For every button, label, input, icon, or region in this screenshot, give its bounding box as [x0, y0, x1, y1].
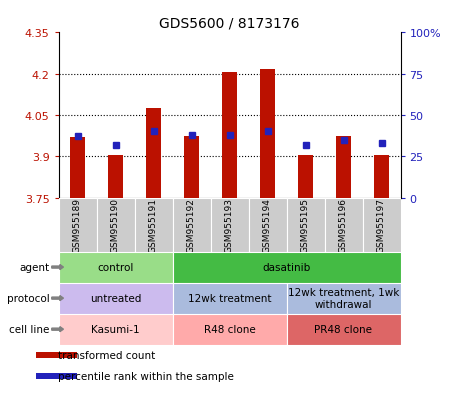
Text: GSM955195: GSM955195: [301, 198, 310, 252]
Bar: [287, 283, 400, 314]
Bar: [222, 73, 237, 198]
Text: control: control: [97, 262, 134, 273]
Bar: [298, 156, 313, 198]
Bar: [36, 373, 76, 379]
Bar: [172, 283, 287, 314]
Bar: [363, 198, 400, 252]
Text: GSM955194: GSM955194: [263, 198, 272, 252]
Bar: [135, 198, 172, 252]
Bar: [58, 283, 172, 314]
Bar: [172, 314, 287, 345]
Text: percentile rank within the sample: percentile rank within the sample: [58, 371, 234, 381]
Bar: [146, 109, 161, 198]
Bar: [184, 136, 199, 198]
Text: PR48 clone: PR48 clone: [315, 324, 373, 335]
Text: GSM955196: GSM955196: [339, 198, 348, 252]
Bar: [324, 198, 363, 252]
Bar: [96, 198, 135, 252]
Text: dasatinib: dasatinib: [262, 262, 310, 273]
Bar: [58, 314, 172, 345]
Text: protocol: protocol: [7, 293, 50, 304]
Bar: [211, 198, 248, 252]
Bar: [374, 156, 389, 198]
Title: GDS5600 / 8173176: GDS5600 / 8173176: [159, 17, 300, 31]
Bar: [172, 252, 400, 283]
Bar: [336, 136, 351, 198]
Text: GSM955191: GSM955191: [149, 198, 158, 252]
Text: GSM955190: GSM955190: [111, 198, 120, 252]
Bar: [70, 138, 85, 198]
Text: R48 clone: R48 clone: [203, 324, 256, 335]
Bar: [172, 198, 211, 252]
Bar: [287, 314, 400, 345]
Text: 12wk treatment, 1wk
withdrawal: 12wk treatment, 1wk withdrawal: [288, 287, 399, 309]
Bar: [58, 252, 172, 283]
Text: 12wk treatment: 12wk treatment: [188, 293, 271, 304]
Bar: [287, 198, 324, 252]
Text: GSM955192: GSM955192: [187, 198, 196, 252]
Text: Kasumi-1: Kasumi-1: [91, 324, 140, 335]
Text: GSM955193: GSM955193: [225, 198, 234, 252]
Bar: [58, 198, 96, 252]
Text: agent: agent: [19, 262, 50, 273]
Bar: [260, 70, 275, 198]
Text: GSM955197: GSM955197: [377, 198, 386, 252]
Text: untreated: untreated: [90, 293, 141, 304]
Bar: [108, 156, 123, 198]
Text: GSM955189: GSM955189: [73, 198, 82, 252]
Text: transformed count: transformed count: [58, 350, 156, 360]
Bar: [36, 352, 76, 358]
Bar: [248, 198, 287, 252]
Text: cell line: cell line: [9, 324, 50, 335]
